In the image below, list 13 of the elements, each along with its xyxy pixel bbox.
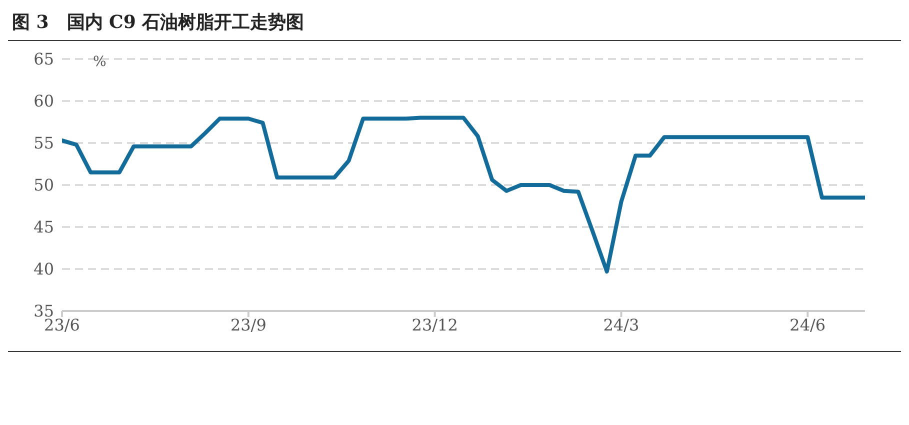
y-axis-title: % [93, 54, 106, 70]
x-tick-label: 24/6 [790, 315, 826, 334]
x-tick-label: 23/9 [230, 315, 266, 334]
y-tick-label: 50 [34, 176, 54, 195]
y-tick-label: 65 [34, 50, 54, 69]
y-tick-label: 60 [34, 92, 54, 111]
y-tick-label: 55 [34, 134, 54, 153]
x-tick-label: 23/12 [412, 315, 458, 334]
chart-title: 图 3 国内 C9 石油树脂开工走势图 [8, 8, 901, 41]
line-series [62, 116, 865, 274]
y-tick-label: 45 [34, 218, 54, 237]
y-tick-label: 40 [34, 260, 54, 279]
x-tick-label: 24/3 [603, 315, 640, 334]
